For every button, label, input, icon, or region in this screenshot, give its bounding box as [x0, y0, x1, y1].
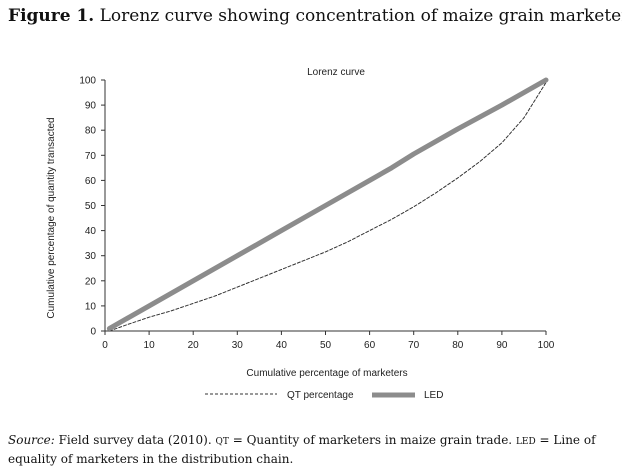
- x-tick-label: 60: [364, 340, 376, 351]
- x-tick-label: 10: [144, 340, 156, 351]
- source-text-1: Field survey data (2010).: [58, 433, 212, 447]
- legend-qt-label: QT percentage: [287, 390, 354, 401]
- x-axis-title: Cumulative percentage of marketers: [246, 368, 407, 379]
- y-tick-label: 20: [85, 276, 97, 287]
- figure-caption: Figure 1. Lorenz curve showing concentra…: [8, 6, 622, 26]
- x-tick-label: 40: [276, 340, 288, 351]
- y-tick-label: 60: [85, 176, 97, 187]
- figure-label: Figure 1.: [8, 6, 95, 26]
- y-tick-label: 90: [85, 101, 97, 112]
- y-axis-title: Cumulative percentage of quantity transa…: [46, 117, 57, 318]
- y-axis-ticks: 0 10 20 30 40 50 60 70 80 90 100: [79, 76, 105, 338]
- chart-legend: QT percentage LED: [205, 390, 443, 401]
- abbr-led: LED: [515, 437, 536, 447]
- chart-title: Lorenz curve: [307, 67, 365, 78]
- source-text-3: = Line of equality of marketers in the d…: [8, 433, 596, 466]
- y-tick-label: 80: [85, 126, 97, 137]
- source-text-2: = Quantity of marketers in maize grain t…: [232, 433, 513, 447]
- y-tick-label: 0: [90, 327, 96, 338]
- chart-series: [106, 77, 549, 332]
- x-tick-label: 80: [452, 340, 464, 351]
- y-tick-label: 50: [85, 201, 97, 212]
- x-tick-label: 0: [102, 340, 108, 351]
- y-tick-label: 30: [85, 251, 97, 262]
- x-tick-label: 20: [188, 340, 200, 351]
- source-label: Source:: [8, 433, 55, 447]
- lorenz-chart: Lorenz curve 0 10 20 30 40 50 60 70 80 90 100 0 10 2…: [46, 67, 555, 401]
- x-tick-label: 50: [320, 340, 332, 351]
- y-tick-label: 70: [85, 151, 97, 162]
- source-note: Source: Field survey data (2010). QT = Q…: [8, 432, 616, 468]
- legend-led-label: LED: [424, 390, 443, 401]
- y-tick-label: 10: [85, 301, 97, 312]
- x-tick-label: 100: [538, 340, 555, 351]
- series-line-qt: [108, 82, 547, 332]
- x-axis-ticks: 0 10 20 30 40 50 60 70 80 90 100: [102, 331, 555, 351]
- y-tick-label: 40: [85, 226, 97, 237]
- abbr-qt: QT: [215, 437, 229, 447]
- series-line-led: [106, 77, 549, 331]
- x-tick-label: 90: [496, 340, 508, 351]
- figure-title: Lorenz curve showing concentration of ma…: [99, 6, 622, 26]
- y-tick-label: 100: [79, 76, 96, 87]
- x-tick-label: 70: [408, 340, 420, 351]
- x-tick-label: 30: [232, 340, 244, 351]
